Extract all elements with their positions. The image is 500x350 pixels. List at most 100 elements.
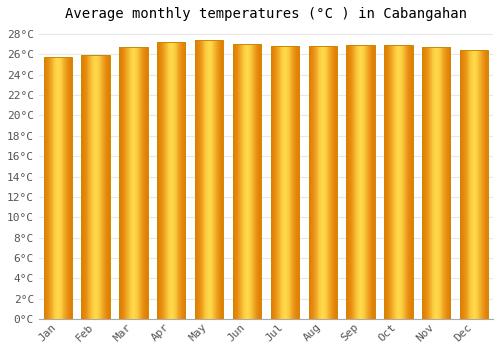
Bar [170, 42, 171, 319]
Bar [131, 47, 132, 319]
Bar [177, 42, 178, 319]
Bar [178, 42, 179, 319]
Bar [129, 47, 130, 319]
Bar [483, 50, 484, 319]
Bar [334, 46, 335, 319]
Bar [122, 47, 123, 319]
Bar [351, 46, 352, 319]
Bar [135, 47, 136, 319]
Bar [198, 40, 199, 319]
Bar [99, 56, 100, 319]
Bar [365, 46, 366, 319]
Bar [278, 46, 279, 319]
Bar [392, 46, 394, 319]
Bar [96, 56, 97, 319]
Bar [62, 56, 63, 319]
Bar [70, 56, 71, 319]
Bar [296, 46, 297, 319]
Bar [472, 50, 474, 319]
Bar [173, 42, 174, 319]
Bar [335, 46, 336, 319]
Bar [234, 44, 235, 319]
Bar [198, 40, 200, 319]
Bar [258, 44, 259, 319]
Bar [309, 46, 310, 319]
Bar [468, 50, 469, 319]
Bar [90, 56, 91, 319]
Bar [437, 47, 438, 319]
Bar [55, 56, 56, 319]
Bar [332, 46, 333, 319]
Bar [67, 56, 68, 319]
Bar [49, 56, 50, 319]
Bar [120, 47, 121, 319]
Bar [273, 46, 274, 319]
Bar [359, 46, 360, 319]
Bar [389, 46, 390, 319]
Bar [128, 47, 129, 319]
Bar [433, 47, 434, 319]
Bar [463, 50, 464, 319]
Bar [390, 46, 391, 319]
Bar [320, 46, 321, 319]
Bar [132, 47, 133, 319]
Bar [460, 50, 488, 319]
Bar [104, 56, 105, 319]
Bar [408, 46, 409, 319]
Bar [346, 46, 375, 319]
Bar [288, 46, 289, 319]
Bar [82, 56, 83, 319]
Bar [140, 47, 141, 319]
Bar [235, 44, 236, 319]
Bar [84, 56, 85, 319]
Bar [143, 47, 144, 319]
Bar [51, 56, 52, 319]
Bar [157, 42, 158, 319]
Bar [444, 47, 445, 319]
Bar [406, 46, 407, 319]
Bar [181, 42, 182, 319]
Bar [254, 44, 255, 319]
Bar [85, 56, 86, 319]
Bar [61, 56, 62, 319]
Bar [272, 46, 273, 319]
Bar [252, 44, 253, 319]
Bar [65, 56, 66, 319]
Bar [108, 56, 109, 319]
Bar [283, 46, 284, 319]
Bar [291, 46, 292, 319]
Bar [48, 56, 50, 319]
Bar [82, 56, 110, 319]
Bar [60, 56, 61, 319]
Bar [236, 44, 237, 319]
Bar [445, 47, 446, 319]
Bar [317, 46, 318, 319]
Bar [93, 56, 94, 319]
Bar [137, 47, 138, 319]
Bar [179, 42, 180, 319]
Bar [64, 56, 65, 319]
Bar [157, 42, 186, 319]
Bar [428, 47, 429, 319]
Bar [94, 56, 95, 319]
Bar [327, 46, 328, 319]
Bar [298, 46, 299, 319]
Bar [366, 46, 368, 319]
Bar [69, 56, 70, 319]
Bar [356, 46, 357, 319]
Bar [252, 44, 253, 319]
Bar [287, 46, 288, 319]
Bar [429, 47, 430, 319]
Bar [276, 46, 277, 319]
Bar [176, 42, 177, 319]
Bar [237, 44, 238, 319]
Bar [476, 50, 477, 319]
Bar [202, 40, 203, 319]
Bar [352, 46, 353, 319]
Bar [233, 44, 234, 319]
Bar [401, 46, 402, 319]
Bar [331, 46, 332, 319]
Bar [162, 42, 163, 319]
Bar [169, 42, 170, 319]
Bar [223, 40, 224, 319]
